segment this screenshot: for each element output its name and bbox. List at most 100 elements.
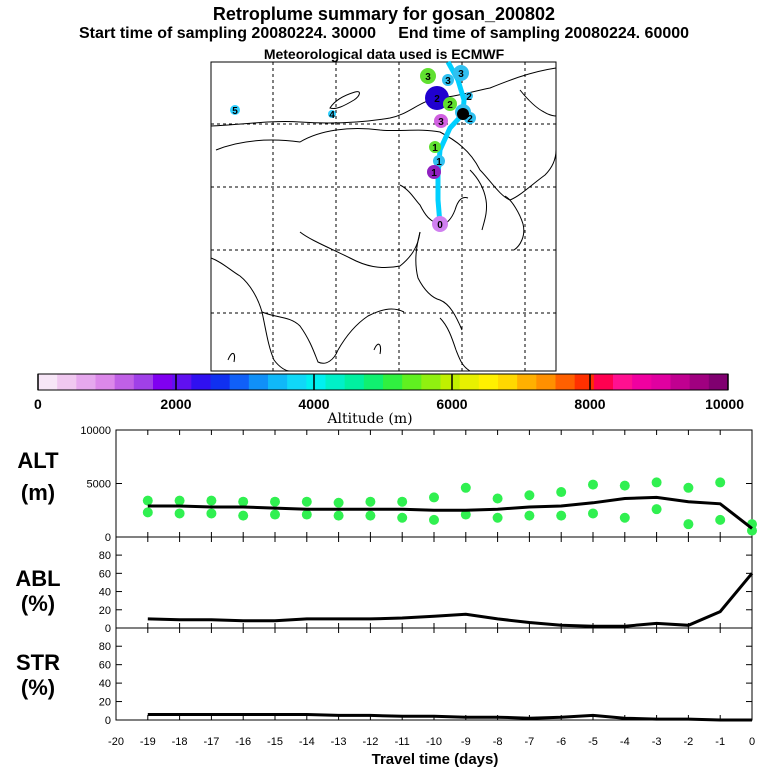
colorbar-label: Altitude (m) — [326, 411, 412, 427]
plume-marker — [457, 108, 469, 120]
plume-marker — [429, 141, 441, 153]
plume-marker-label: 2 — [447, 100, 453, 111]
colorbar-swatch — [689, 374, 710, 390]
colorbar-swatch — [344, 374, 365, 390]
cluster-point — [270, 509, 280, 520]
x-tick-label: -11 — [395, 736, 410, 748]
colorbar-swatch — [459, 374, 480, 390]
colorbar-swatch — [210, 374, 231, 390]
plume-track — [435, 60, 467, 225]
x-tick-label: -7 — [525, 736, 535, 748]
panel-ylabel-unit: (%) — [21, 591, 55, 616]
colorbar-swatch — [593, 374, 614, 390]
cluster-point — [206, 495, 217, 506]
plume-marker — [443, 97, 457, 111]
plume-marker-label: 1 — [436, 157, 442, 168]
cluster-point — [715, 477, 726, 488]
cluster-point — [174, 508, 185, 519]
panel-ylabel-unit: (m) — [21, 480, 55, 505]
colorbar-swatch — [95, 374, 116, 390]
plume-marker — [433, 155, 445, 167]
y-tick-label: 10000 — [80, 425, 111, 437]
chart-title: Retroplume summary for gosan_200802 — [212, 4, 556, 24]
colorbar-swatch — [325, 374, 346, 390]
y-tick-label: 80 — [99, 550, 111, 562]
cluster-point — [651, 504, 662, 515]
colorbar-swatch — [555, 374, 576, 390]
map-coastlines — [210, 67, 557, 372]
map-frame — [210, 61, 557, 372]
colorbar-swatch — [632, 374, 652, 390]
colorbar-swatch — [76, 374, 96, 390]
plume-marker — [432, 216, 448, 232]
colorbar-swatch — [172, 374, 192, 390]
panel-ylabel-unit: (%) — [21, 675, 55, 700]
colorbar: 0 2000 4000 6000 8000 10000 — [34, 373, 744, 412]
x-tick-label: 0 — [749, 736, 755, 748]
y-tick-label: 0 — [105, 532, 111, 544]
x-tick-label: -15 — [267, 736, 283, 748]
plume-track-line — [435, 60, 467, 225]
colorbar-swatch — [613, 374, 633, 390]
x-tick-label: -8 — [493, 736, 503, 748]
y-tick-label: 80 — [99, 641, 111, 653]
colorbar-swatch — [498, 374, 518, 390]
cluster-point — [556, 487, 567, 498]
x-tick-label: -16 — [235, 736, 251, 748]
x-tick-label: -17 — [203, 736, 219, 748]
cluster-point — [333, 497, 344, 508]
plume-marker — [442, 74, 454, 86]
x-tick-label: -9 — [461, 736, 471, 748]
y-tick-label: 0 — [105, 623, 111, 635]
panel-ylabel: ALT — [17, 448, 59, 473]
cluster-point — [619, 480, 630, 491]
cluster-point — [365, 496, 376, 507]
cluster-point — [588, 479, 598, 490]
colorbar-swatch — [651, 374, 671, 390]
x-tick-label: -12 — [362, 736, 378, 748]
map-markers: 5433322222231110 — [230, 65, 476, 232]
colorbar-swatch — [574, 374, 595, 390]
cluster-point — [619, 512, 630, 523]
plume-marker — [434, 114, 448, 128]
colorbar-swatch — [402, 374, 422, 390]
y-tick-label: 5000 — [87, 479, 111, 491]
x-tick-label: -2 — [684, 736, 694, 748]
plume-marker-label: 3 — [445, 76, 451, 87]
cluster-point — [683, 519, 694, 530]
plume-marker — [465, 92, 473, 100]
colorbar-swatch — [57, 374, 77, 390]
start-time: Start time of sampling 20080224. 30000 — [78, 25, 376, 42]
plume-marker — [328, 110, 336, 118]
plume-marker-label: 2 — [460, 110, 466, 121]
cluster-point — [270, 496, 280, 507]
cluster-point — [142, 507, 153, 518]
y-tick-label: 20 — [99, 697, 111, 709]
colorbar-swatch — [670, 374, 691, 390]
colorbar-swatch — [114, 374, 135, 390]
colorbar-swatch — [287, 374, 307, 390]
cluster-point — [429, 514, 439, 525]
cluster-point — [556, 510, 567, 521]
colorbar-swatch — [440, 374, 461, 390]
plume-marker-label: 5 — [232, 106, 238, 117]
x-tick-label: -5 — [588, 736, 598, 748]
cluster-point — [683, 482, 694, 493]
colorbar-tick-label: 6000 — [436, 396, 467, 412]
y-tick-label: 20 — [99, 605, 111, 617]
plume-marker-label: 2 — [466, 92, 472, 103]
plume-marker — [453, 65, 469, 81]
series-line — [147, 713, 752, 722]
colorbar-tick-label: 0 — [34, 396, 42, 412]
cluster-point — [142, 495, 153, 506]
plume-marker — [420, 68, 436, 84]
x-tick-label: -10 — [426, 736, 442, 748]
cluster-point — [492, 493, 503, 504]
cluster-point — [301, 496, 312, 507]
cluster-point — [588, 508, 598, 519]
colorbar-tick-label: 4000 — [298, 396, 329, 412]
cluster-point — [238, 510, 249, 521]
y-tick-label: 40 — [99, 587, 111, 599]
cluster-point — [206, 508, 217, 519]
plume-marker-label: 2 — [434, 94, 440, 105]
